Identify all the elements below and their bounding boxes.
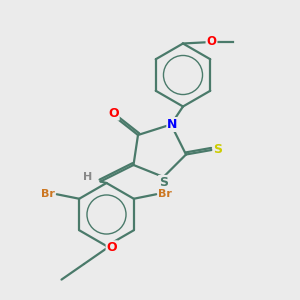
Text: Br: Br	[41, 189, 55, 199]
Text: Br: Br	[158, 189, 172, 199]
Text: N: N	[167, 118, 178, 131]
Text: O: O	[106, 241, 117, 254]
Text: H: H	[83, 172, 92, 182]
Text: O: O	[108, 106, 119, 120]
Text: O: O	[206, 35, 217, 48]
Text: S: S	[214, 143, 223, 156]
Text: S: S	[159, 176, 168, 189]
